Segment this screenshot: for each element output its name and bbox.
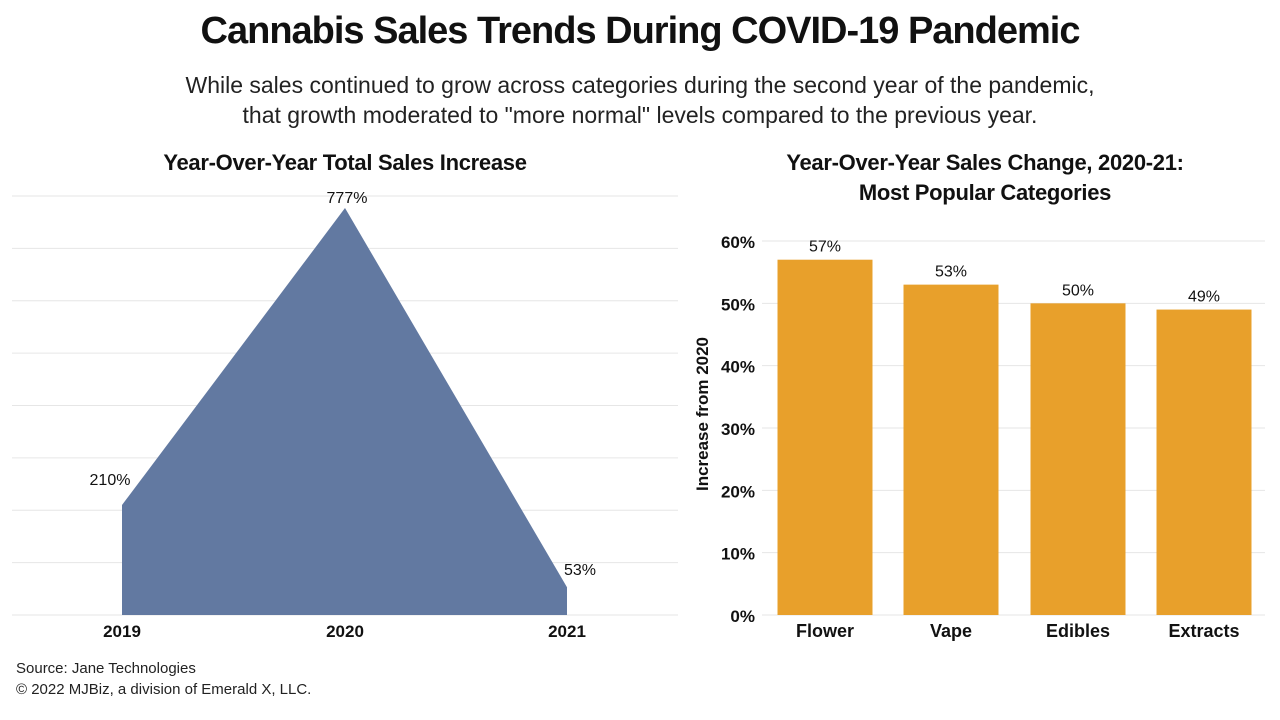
bar-y-axis-label: Increase from 2020	[693, 337, 712, 491]
footer: Source: Jane Technologies © 2022 MJBiz, …	[16, 658, 311, 700]
bar-y-tick: 30%	[721, 420, 755, 439]
bar-y-tick: 10%	[721, 545, 755, 564]
bar-edibles	[1030, 303, 1126, 615]
bar-extracts	[1156, 309, 1252, 615]
area-value-label-2021: 53%	[564, 562, 596, 579]
bar-vape	[903, 284, 999, 615]
copyright-note: © 2022 MJBiz, a division of Emerald X, L…	[16, 681, 312, 698]
area-x-tick-2020: 2020	[326, 622, 364, 641]
bar-flower	[777, 259, 873, 615]
bar-chart-title: Year-Over-Year Sales Change, 2020-21: Mo…	[690, 148, 1280, 208]
bar-x-tick-flower: Flower	[796, 621, 854, 641]
bar-chart-title-line-2: Most Popular Categories	[858, 180, 1112, 205]
bar-y-tick: 0%	[730, 607, 755, 626]
subtitle-line-2: that growth moderated to "more normal" l…	[242, 102, 1038, 128]
bar-value-label-edibles: 50%	[1062, 282, 1094, 299]
bar-y-tick: 20%	[721, 482, 755, 501]
page-title: Cannabis Sales Trends During COVID-19 Pa…	[200, 10, 1081, 52]
area-x-tick-2019: 2019	[103, 622, 141, 641]
page-subtitle: While sales continued to grow across cat…	[0, 70, 1280, 130]
bar-x-tick-vape: Vape	[930, 621, 972, 641]
bar-y-tick: 60%	[721, 233, 755, 252]
bar-y-tick: 50%	[721, 295, 755, 314]
bar-x-tick-edibles: Edibles	[1046, 621, 1110, 641]
bar-value-label-vape: 53%	[935, 264, 967, 281]
bar-value-label-flower: 57%	[809, 239, 841, 256]
area-value-label-2019: 210%	[90, 472, 131, 489]
area-chart-title: Year-Over-Year Total Sales Increase	[163, 150, 527, 175]
bar-x-tick-extracts: Extracts	[1168, 621, 1239, 641]
area-value-label-2020: 777%	[327, 190, 368, 207]
bar-chart-title-line-1: Year-Over-Year Sales Change, 2020-21:	[786, 150, 1184, 175]
source-note: Source: Jane Technologies	[16, 660, 196, 677]
subtitle-line-1: While sales continued to grow across cat…	[185, 72, 1095, 98]
area-x-tick-2021: 2021	[548, 622, 586, 641]
bar-y-tick: 40%	[721, 358, 755, 377]
bar-value-label-extracts: 49%	[1188, 289, 1220, 306]
area-series	[122, 208, 567, 615]
